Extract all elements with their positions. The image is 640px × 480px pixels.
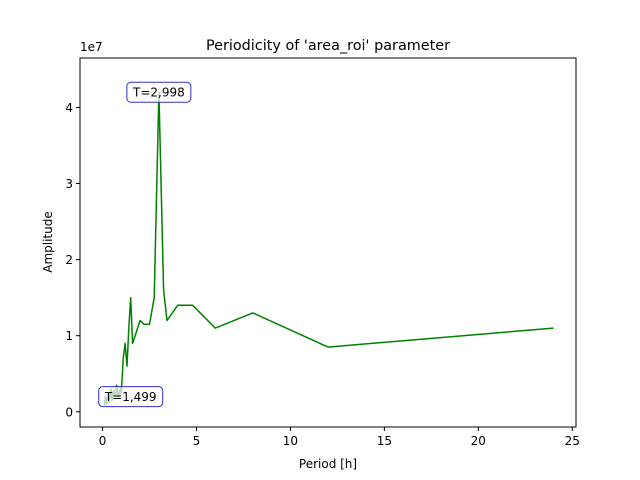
y-tick-label: 0	[65, 405, 73, 419]
y-tick-label: 2	[65, 253, 73, 267]
y-axis: 0 1 2 3 4	[65, 101, 80, 419]
x-tick-label: 25	[565, 434, 580, 448]
annotation-box	[98, 386, 164, 408]
y-tick-label: 4	[65, 101, 73, 115]
y-tick-label: 1	[65, 329, 73, 343]
x-tick-label: 10	[283, 434, 298, 448]
annotation-label: T=2,998	[132, 86, 185, 100]
y-tick-label: 3	[65, 177, 73, 191]
plot-area	[103, 91, 554, 406]
y-axis-label: Amplitude	[41, 211, 55, 273]
x-tick-label: 0	[99, 434, 107, 448]
chart-title: Periodicity of 'area_roi' parameter	[206, 38, 450, 54]
annotation-label: T=1,499	[104, 390, 157, 404]
x-axis: 0 5 10 15 20 25	[99, 427, 580, 448]
series-line	[103, 91, 554, 406]
plot-frame	[79, 57, 577, 428]
y-offset-label: 1e7	[80, 40, 103, 54]
annotation: T=2,998	[126, 81, 192, 103]
annotations: T=2,998 T=1,499	[98, 81, 192, 408]
x-tick-label: 15	[377, 434, 392, 448]
x-tick-label: 5	[193, 434, 201, 448]
annotation: T=1,499	[98, 386, 164, 408]
annotation-box	[126, 81, 192, 103]
x-axis-label: Period [h]	[299, 457, 357, 471]
x-tick-label: 20	[471, 434, 486, 448]
